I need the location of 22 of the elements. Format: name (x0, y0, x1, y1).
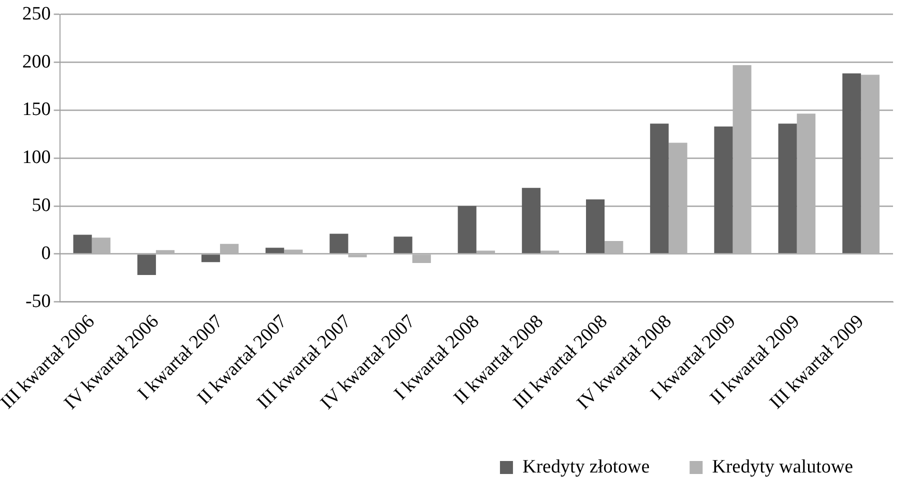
bar (266, 248, 284, 254)
bar (458, 206, 476, 254)
bar (586, 199, 605, 254)
bar (73, 234, 92, 254)
bar (330, 234, 348, 254)
bar (714, 126, 733, 254)
y-tick-label: -50 (25, 290, 51, 312)
y-tick-label: 150 (22, 99, 51, 120)
bar (394, 236, 412, 254)
y-tick-label: 100 (22, 147, 51, 168)
y-tick-label: 0 (41, 242, 51, 264)
bar (137, 254, 156, 275)
legend-label: Kredyty złotowe (522, 456, 650, 478)
legend-label: Kredyty walutowe (712, 456, 854, 478)
bar (522, 188, 540, 254)
y-tick-label: 250 (22, 3, 51, 24)
bar (650, 124, 669, 254)
bar (842, 73, 861, 254)
bar (201, 254, 220, 262)
y-tick-label: 50 (32, 195, 51, 216)
bar (778, 124, 797, 254)
y-tick-label: 200 (22, 51, 51, 72)
